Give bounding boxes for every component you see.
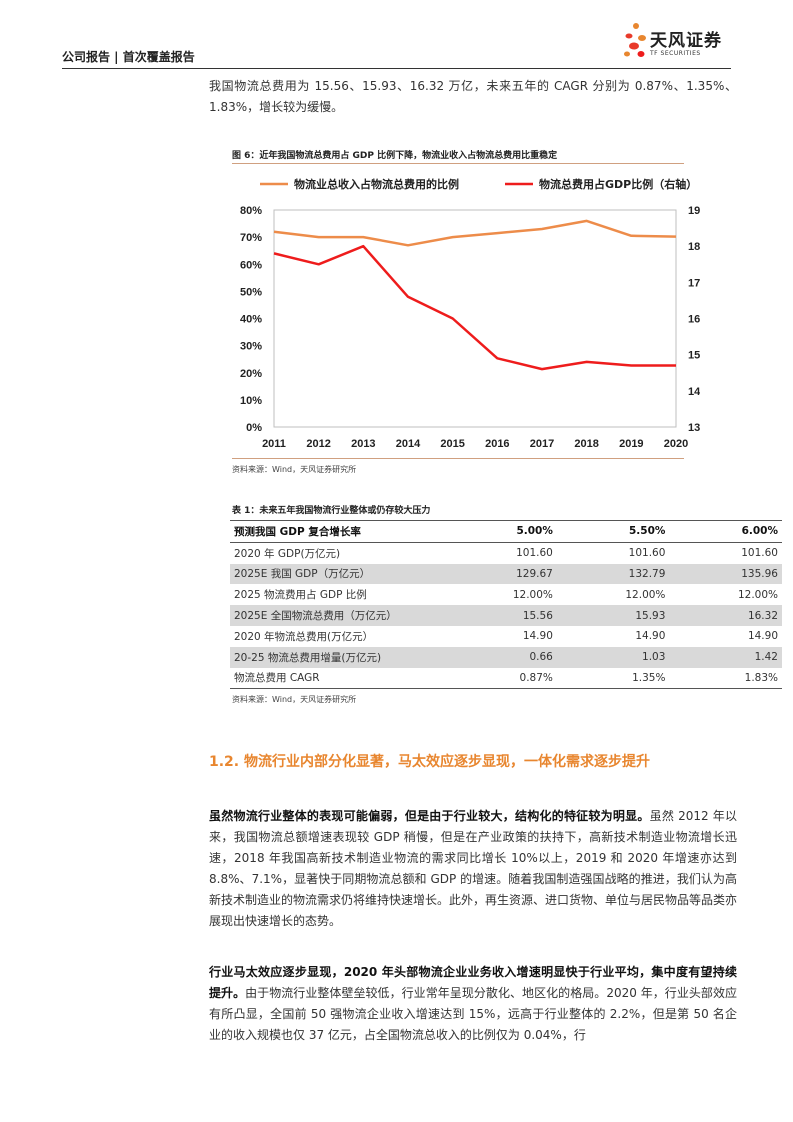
table-cell: 1.42: [669, 646, 782, 668]
table-cell: 15.56: [471, 605, 557, 626]
table-cell: 101.60: [516, 547, 553, 560]
paragraph-lead: 行业马太效应逐步显现，2020 年头部物流企业业务收入增速明显快于行业平均，集中…: [209, 965, 737, 1000]
row-label: 2025E 全国物流总费用（万亿元）: [230, 605, 472, 626]
legend-entry: 物流总费用占GDP比例（右轴）: [539, 177, 697, 191]
row-label: 2020 年 GDP(万亿元): [234, 547, 341, 560]
table-cell: 135.96: [669, 563, 782, 585]
paragraph-text: 虽然 2012 年以来，我国物流总额增速表现较 GDP 稍慢，但是在产业政策的扶…: [209, 809, 738, 928]
table-cell: 132.79: [556, 563, 670, 585]
left-axis-tick-label: 60%: [240, 259, 262, 271]
table-header-row: 预测我国 GDP 复合增长率 5.00% 5.50% 6.00%: [230, 520, 782, 543]
x-axis-tick-label: 2015: [440, 438, 464, 450]
table-cell: 0.87%: [471, 667, 557, 690]
x-axis-tick-label: 2020: [664, 438, 688, 450]
row-label: 物流总费用 CAGR: [230, 667, 472, 690]
paragraph-text: 由于物流行业整体壁垒较低，行业常年呈现分散化、地区化的格局。2020 年，行业头…: [209, 986, 737, 1042]
report-header: 公司报告 | 首次覆盖报告: [62, 50, 195, 64]
logo-mark-icon: [624, 23, 646, 57]
body-paragraph-1: 虽然物流行业整体的表现可能偏弱，但是由于行业较大，结构化的特征较为明显。虽然 2…: [209, 806, 737, 932]
row-label: 2020 年物流总费用(万亿元）: [234, 630, 374, 643]
table-cell: 12.00%: [512, 588, 553, 601]
table-cell: 1.35%: [556, 667, 670, 690]
left-axis-tick-label: 40%: [240, 314, 262, 326]
right-axis-tick-label: 15%: [688, 350, 700, 362]
table-cell: 14.90: [522, 630, 553, 643]
table-cell: 101.60: [628, 547, 666, 560]
series-line-2: [273, 244, 676, 371]
section-heading: 1.2. 物流行业内部分化显著，马太效应逐步显现，一体化需求逐步提升: [209, 754, 650, 770]
table-row: 物流总费用 CAGR 0.87% 1.35% 1.83%: [230, 667, 782, 690]
row-label: 2025 物流费用占 GDP 比例: [234, 589, 367, 602]
x-axis-tick-label: 2018: [574, 438, 598, 450]
table-cell: 14.90: [635, 630, 666, 643]
header-cell: 预测我国 GDP 复合增长率: [230, 520, 472, 543]
left-axis-tick-label: 70%: [240, 232, 262, 244]
table-cell: 1.03: [556, 646, 670, 668]
x-axis-tick-label: 2012: [306, 438, 330, 450]
x-axis-tick-label: 2011: [262, 438, 286, 450]
table-cell: 1.83%: [669, 667, 782, 690]
row-label: 20-25 物流总费用增量(万亿元): [230, 646, 472, 668]
company-logo: 天风证券 TF SECURITIES: [622, 20, 742, 68]
table-row: 2020 年物流总费用(万亿元） 14.90 14.90 14.90: [230, 626, 782, 647]
header-divider: [62, 68, 731, 69]
table-row: 2025E 全国物流总费用（万亿元） 15.56 15.93 16.32: [230, 605, 782, 626]
table-cell: 101.60: [741, 547, 778, 560]
row-label: 2025E 我国 GDP（万亿元）: [230, 563, 472, 585]
right-axis-tick-label: 14%: [688, 386, 700, 398]
body-paragraph-2: 行业马太效应逐步显现，2020 年头部物流企业业务收入增速明显快于行业平均，集中…: [209, 962, 737, 1046]
left-axis-tick-label: 20%: [240, 368, 262, 380]
header-cell: 5.00%: [471, 520, 557, 543]
logo-chinese-text: 天风证券: [650, 31, 722, 51]
x-axis-tick-label: 2019: [619, 438, 643, 450]
left-axis-tick-label: 0%: [246, 422, 262, 434]
table-cell: 12.00%: [625, 588, 666, 601]
left-axis-tick-label: 80%: [240, 205, 262, 217]
figure-bottom-divider: [232, 458, 684, 459]
table-cell: 14.90: [747, 630, 778, 643]
table-title: 表 1：未来五年我国物流行业整体或仍存较大压力: [232, 506, 431, 516]
right-axis-tick-label: 19%: [688, 205, 700, 217]
left-axis-tick-label: 50%: [240, 286, 262, 298]
plot-frame: [273, 209, 677, 428]
table-row: 2020 年 GDP(万亿元) 101.60 101.60 101.60: [230, 542, 782, 563]
legend-entry: 物流业总收入占物流总费用的比例: [294, 177, 459, 191]
table-cell: 15.93: [556, 605, 670, 626]
figure-source: 资料来源：Wind，天风证券研究所: [232, 465, 357, 474]
series-line-1: [273, 219, 677, 247]
paragraph-lead: 虽然物流行业整体的表现可能偏弱，但是由于行业较大，结构化的特征较为明显。: [209, 809, 650, 823]
forecast-table: 预测我国 GDP 复合增长率 5.00% 5.50% 6.00% 2020 年 …: [230, 520, 782, 690]
right-axis-tick-label: 13%: [688, 422, 700, 434]
x-axis-tick-label: 2017: [530, 438, 554, 450]
table-cell: 129.67: [471, 563, 557, 585]
table-source: 资料来源：Wind，天风证券研究所: [232, 695, 357, 704]
right-axis-tick-label: 16%: [688, 314, 700, 326]
left-axis-tick-label: 30%: [240, 341, 262, 353]
header-cell: 6.00%: [669, 520, 782, 543]
table-row: 2025E 我国 GDP（万亿元） 129.67 132.79 135.96: [230, 563, 782, 585]
table-cell: 16.32: [669, 605, 782, 626]
logo-english-text: TF SECURITIES: [650, 50, 701, 57]
x-axis-tick-label: 2016: [485, 438, 509, 450]
intro-paragraph: 我国物流总费用为 15.56、15.93、16.32 万亿，未来五年的 CAGR…: [209, 79, 737, 114]
x-axis-tick-label: 2014: [396, 438, 421, 450]
right-axis-tick-label: 18%: [688, 241, 700, 253]
header-cell: 5.50%: [556, 520, 670, 543]
table-cell: 12.00%: [737, 588, 778, 601]
table-cell: 0.66: [471, 646, 557, 668]
table-row: 20-25 物流总费用增量(万亿元) 0.66 1.03 1.42: [230, 646, 782, 668]
table-row: 2025 物流费用占 GDP 比例 12.00% 12.00% 12.00%: [230, 584, 782, 605]
line-chart: 0% 10% 20% 30% 40% 50% 60% 70% 80% 13% 14% 15% 16% 17…: [240, 177, 700, 450]
right-axis-tick-label: 17%: [688, 277, 700, 289]
left-axis-tick-label: 10%: [240, 395, 262, 407]
figure-title: 图 6：近年我国物流总费用占 GDP 比例下降，物流业收入占物流总费用比重稳定: [232, 151, 558, 161]
x-axis-tick-label: 2013: [351, 438, 375, 450]
figure-top-divider: [232, 163, 684, 164]
